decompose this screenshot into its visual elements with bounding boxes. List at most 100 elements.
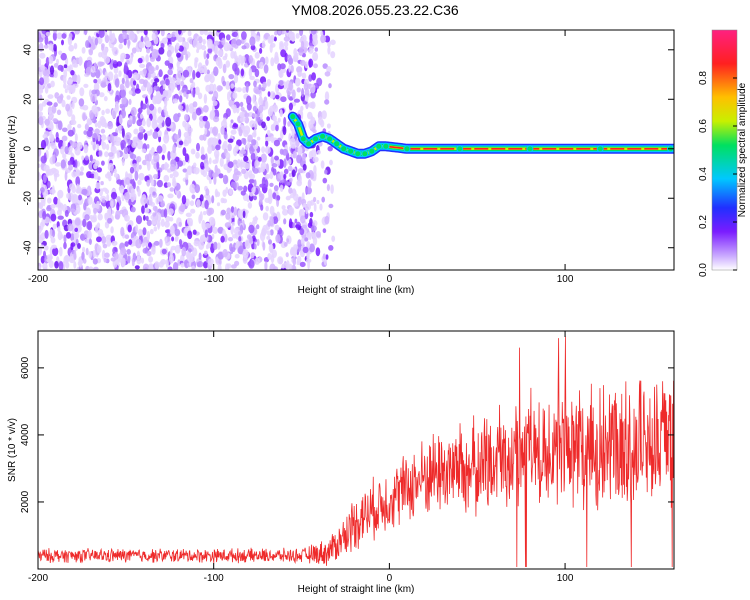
y-tick-label: -20 [23,191,34,206]
noise-speck [272,168,277,176]
noise-speck [248,170,253,178]
noise-speck [283,168,289,175]
noise-speck [183,91,187,97]
noise-speck [246,102,252,111]
noise-speck [153,226,158,232]
noise-speck [77,123,82,129]
noise-speck [185,104,189,113]
noise-speck [119,209,124,215]
noise-speck [279,41,284,48]
y-tick-label: 4000 [20,423,31,446]
noise-speck [122,32,127,40]
noise-speck [300,215,306,224]
noise-speck [153,173,159,180]
noise-speck [232,123,239,128]
noise-speck [61,39,64,46]
noise-speck [127,69,133,79]
noise-speck [128,198,132,206]
snr-y-ticks: 2000 4000 6000 [20,356,674,513]
noise-speck [39,77,45,86]
noise-speck [166,236,171,242]
noise-speck [39,201,43,210]
noise-speck [204,127,208,135]
noise-speck [260,193,265,200]
noise-speck [71,101,75,110]
noise-speck [94,160,100,167]
noise-speck [108,175,112,182]
noise-speck [241,55,246,64]
noise-speck [260,153,267,163]
noise-speck [305,172,311,179]
noise-speck [150,44,154,51]
noise-speck [177,112,181,118]
noise-speck [97,134,101,142]
noise-speck [116,122,120,127]
noise-speck [327,146,333,152]
noise-speck [147,85,153,95]
noise-speck [103,257,107,263]
noise-speck [96,245,102,254]
noise-speck [38,111,43,117]
noise-speck [68,32,73,39]
noise-speck [213,66,219,77]
noise-speck [322,253,326,260]
noise-speck [115,210,121,220]
noise-speck [50,80,55,88]
noise-speck [312,236,318,246]
noise-speck [50,213,57,222]
noise-speck [253,179,257,187]
noise-speck [280,49,287,58]
noise-speck [143,30,148,36]
noise-speck [262,212,269,221]
noise-speck [254,88,262,95]
noise-speck [269,91,276,99]
noise-speck [259,166,266,173]
noise-speck [279,109,283,117]
noise-speck [189,78,194,84]
noise-speck [52,168,59,176]
noise-speck [67,160,72,166]
noise-speck [297,71,303,77]
noise-speck [68,146,73,152]
noise-speck [93,171,99,180]
noise-speck [152,52,159,59]
noise-speck [71,171,77,178]
noise-speck [325,254,329,260]
noise-speck [161,248,167,255]
noise-speck [66,84,73,91]
noise-speck [97,120,102,129]
noise-speck [154,206,158,214]
noise-speck [206,53,210,59]
noise-speck [234,253,240,259]
noise-speck [138,164,142,170]
noise-speck [177,83,181,91]
noise-speck [330,51,336,59]
noise-speck [184,122,191,132]
noise-speck [310,225,317,232]
noise-speck [161,154,165,161]
noise-speck [233,181,237,189]
noise-speck [130,188,135,194]
noise-speck [236,159,241,168]
noise-speck [292,222,296,229]
noise-speck [95,182,101,190]
y-tick-label: 2000 [20,490,31,513]
ridge-point [596,145,604,153]
noise-speck [83,130,88,136]
noise-speck [51,105,57,114]
noise-speck [116,179,123,185]
noise-speck [73,233,80,239]
noise-speck [157,116,164,124]
noise-speck [157,106,162,114]
noise-speck [310,116,316,125]
noise-speck [73,261,77,269]
noise-speck [192,149,196,155]
noise-speck [52,118,58,123]
noise-speck [276,195,281,201]
noise-speck [258,105,264,114]
noise-speck [59,93,64,101]
noise-speck [65,103,70,112]
noise-speck [288,64,292,73]
noise-speck [274,224,280,231]
